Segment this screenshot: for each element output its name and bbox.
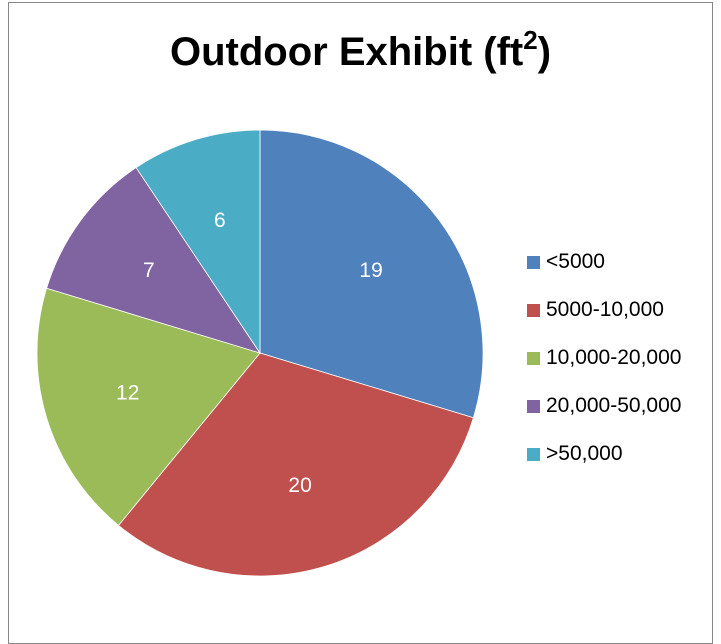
legend-swatch-2	[527, 351, 540, 365]
legend-swatch-0	[527, 255, 540, 269]
chart-title-text: Outdoor Exhibit (ft	[169, 30, 524, 74]
legend-label-4: >50,000	[546, 442, 623, 465]
legend-item-2: 10,000-20,000	[527, 334, 681, 382]
pie-slice-4	[135, 129, 261, 355]
legend-label-0: <5000	[546, 250, 605, 273]
pie-data-label-1: 20	[288, 474, 311, 497]
legend-swatch-1	[527, 303, 540, 317]
chart-title: Outdoor Exhibit (ft2)	[0, 27, 721, 75]
legend-swatch-3	[527, 399, 540, 413]
legend-label-3: 20,000-50,000	[546, 394, 682, 417]
legend-label-2: 10,000-20,000	[546, 346, 682, 369]
pie-slice-0	[259, 129, 484, 419]
pie-data-label-3: 7	[143, 259, 155, 282]
legend-label-1: 5000-10,000	[546, 298, 664, 321]
pie-data-label-2: 12	[116, 382, 139, 405]
legend-item-1: 5000-10,000	[527, 286, 681, 334]
legend-item-4: >50,000	[527, 430, 681, 478]
pie-data-label-0: 19	[359, 259, 382, 282]
pie-slice-2	[36, 287, 261, 526]
chart-legend: <5000 5000-10,000 10,000-20,000 20,000-50,0…	[527, 238, 681, 478]
legend-item-3: 20,000-50,000	[527, 382, 681, 430]
pie-data-label-4: 6	[214, 209, 226, 232]
legend-item-0: <5000	[527, 238, 681, 286]
pie-chart: 19 20 12 7 6	[36, 129, 484, 577]
pie-slice-1	[117, 352, 474, 577]
chart-title-close: )	[537, 30, 552, 74]
legend-swatch-4	[527, 447, 540, 461]
pie-slice-3	[46, 167, 261, 354]
chart-title-superscript: 2	[523, 25, 538, 55]
